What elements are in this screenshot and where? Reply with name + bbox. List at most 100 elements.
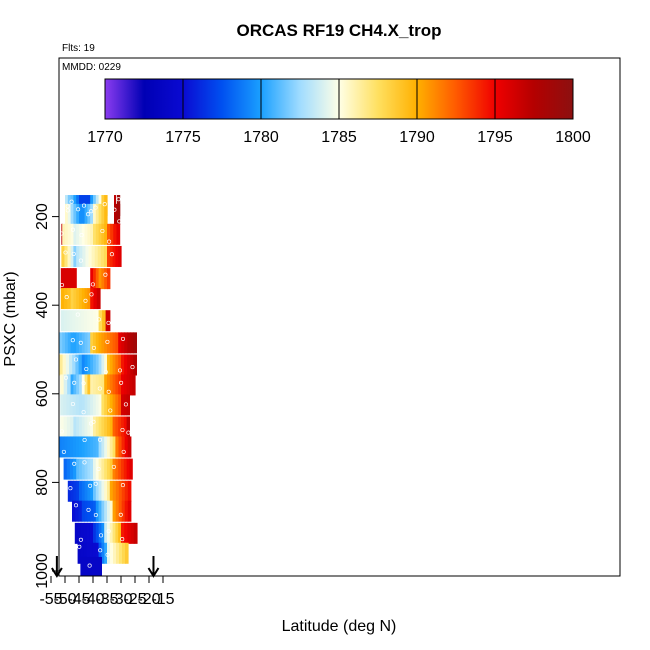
- heatmap-cell: [110, 223, 114, 245]
- heatmap-segment: [104, 522, 122, 544]
- sample-point: [59, 282, 65, 288]
- heatmap-cell: [113, 223, 118, 245]
- heatmap-cell: [127, 436, 132, 458]
- heatmap-segment: [70, 374, 83, 396]
- heatmap-cell: [70, 268, 74, 290]
- heatmap-cell: [93, 332, 97, 354]
- heatmap-cell: [79, 416, 83, 438]
- sample-point: [81, 410, 86, 415]
- heatmap-cell: [81, 288, 86, 310]
- y-tick-label: 800: [34, 469, 51, 496]
- heatmap-cell: [93, 522, 97, 544]
- sample-point: [103, 369, 108, 375]
- sample-point: [75, 312, 80, 317]
- heatmap-cell: [109, 245, 114, 267]
- heatmap-cell: [112, 354, 116, 376]
- heatmap-cell: [75, 500, 80, 522]
- heatmap-cell: [115, 480, 120, 502]
- heatmap-cell: [73, 458, 77, 480]
- heatmap-cell: [98, 268, 102, 290]
- sample-point: [118, 512, 123, 517]
- chart-title: ORCAS RF19 CH4.X_trop: [237, 21, 442, 40]
- sample-point: [93, 512, 98, 518]
- heatmap-segment: [98, 542, 108, 564]
- heatmap-cell: [115, 245, 119, 267]
- heatmap-cell: [66, 458, 71, 480]
- heatmap-cell: [86, 542, 91, 564]
- sample-point: [120, 427, 125, 433]
- date-annotation: MMDD: 0229: [62, 62, 121, 73]
- heatmap-cell: [119, 542, 123, 564]
- heatmap-segment: [90, 332, 100, 354]
- heatmap-segment: [98, 354, 108, 376]
- sample-point: [61, 449, 66, 454]
- heatmap-cell: [107, 223, 111, 245]
- heatmap-cell: [109, 500, 114, 522]
- heatmap-cell: [63, 416, 68, 438]
- heatmap-cell: [63, 458, 68, 480]
- heatmap-cell: [104, 416, 108, 438]
- heatmap-cell: [126, 458, 130, 480]
- sample-point: [65, 208, 70, 213]
- heatmap-cell: [84, 354, 88, 376]
- heatmap-cell: [107, 245, 111, 267]
- heatmap-cell: [104, 374, 108, 396]
- heatmap-segment: [98, 436, 116, 458]
- heatmap-segment: [72, 500, 83, 522]
- heatmap-cell: [115, 394, 119, 416]
- sample-point: [89, 292, 94, 297]
- heatmap-cell: [73, 416, 77, 438]
- heatmap-cell: [92, 310, 97, 332]
- y-tick-label: 1000: [34, 553, 51, 589]
- colorbar-tick-label: 1785: [321, 129, 357, 146]
- heatmap-cell: [66, 394, 71, 416]
- heatmap-cell: [78, 500, 83, 522]
- heatmap-cell: [95, 458, 100, 480]
- heatmap-cell: [84, 436, 88, 458]
- heatmap-cell: [70, 332, 74, 354]
- x-tick-label: -30: [109, 591, 132, 608]
- heatmap-segment: [76, 245, 108, 267]
- y-axis: 200 400 600 800 1000: [34, 203, 59, 589]
- heatmap-segment: [73, 332, 91, 354]
- heatmap-cell: [63, 310, 68, 332]
- heatmap-cell: [124, 522, 128, 544]
- heatmap-cell: [118, 480, 123, 502]
- heatmap-segment: [81, 354, 100, 376]
- heatmap-cell: [109, 522, 114, 544]
- heatmap-cell: [84, 374, 88, 396]
- heatmap-cell: [101, 203, 105, 225]
- heatmap-cell: [107, 500, 111, 522]
- heatmap-cell: [79, 458, 83, 480]
- sample-point: [87, 563, 92, 568]
- heatmap-cell: [109, 394, 114, 416]
- heatmap-cell: [87, 223, 91, 245]
- heatmap-cell: [70, 245, 74, 267]
- heatmap-cell: [72, 354, 76, 376]
- sample-point: [73, 357, 79, 362]
- heatmap-cell: [101, 542, 105, 564]
- heatmap-cell: [84, 332, 88, 354]
- heatmap-cell: [107, 268, 111, 290]
- heatmap-cell: [83, 556, 87, 576]
- heatmap-cell: [92, 556, 96, 576]
- heatmap-cell: [112, 332, 116, 354]
- heatmap-cell: [98, 416, 102, 438]
- heatmap-cell: [98, 394, 102, 416]
- sample-point: [59, 429, 64, 434]
- sample-point: [126, 430, 131, 435]
- heatmap-cell: [69, 458, 74, 480]
- sample-point: [120, 336, 126, 341]
- sample-point: [100, 228, 105, 234]
- heatmap-cell: [73, 480, 77, 502]
- heatmap-cell: [90, 394, 94, 416]
- heatmap-segment: [79, 480, 94, 502]
- heatmap-cell: [97, 245, 102, 267]
- colorbar-tick-label: 1790: [399, 129, 435, 146]
- heatmap-cell: [101, 332, 105, 354]
- heatmap-cell: [79, 203, 83, 225]
- heatmap-segment: [61, 223, 63, 245]
- heatmap-cell: [90, 354, 94, 376]
- heatmap-cell: [98, 522, 102, 544]
- heatmap-cell: [98, 436, 102, 458]
